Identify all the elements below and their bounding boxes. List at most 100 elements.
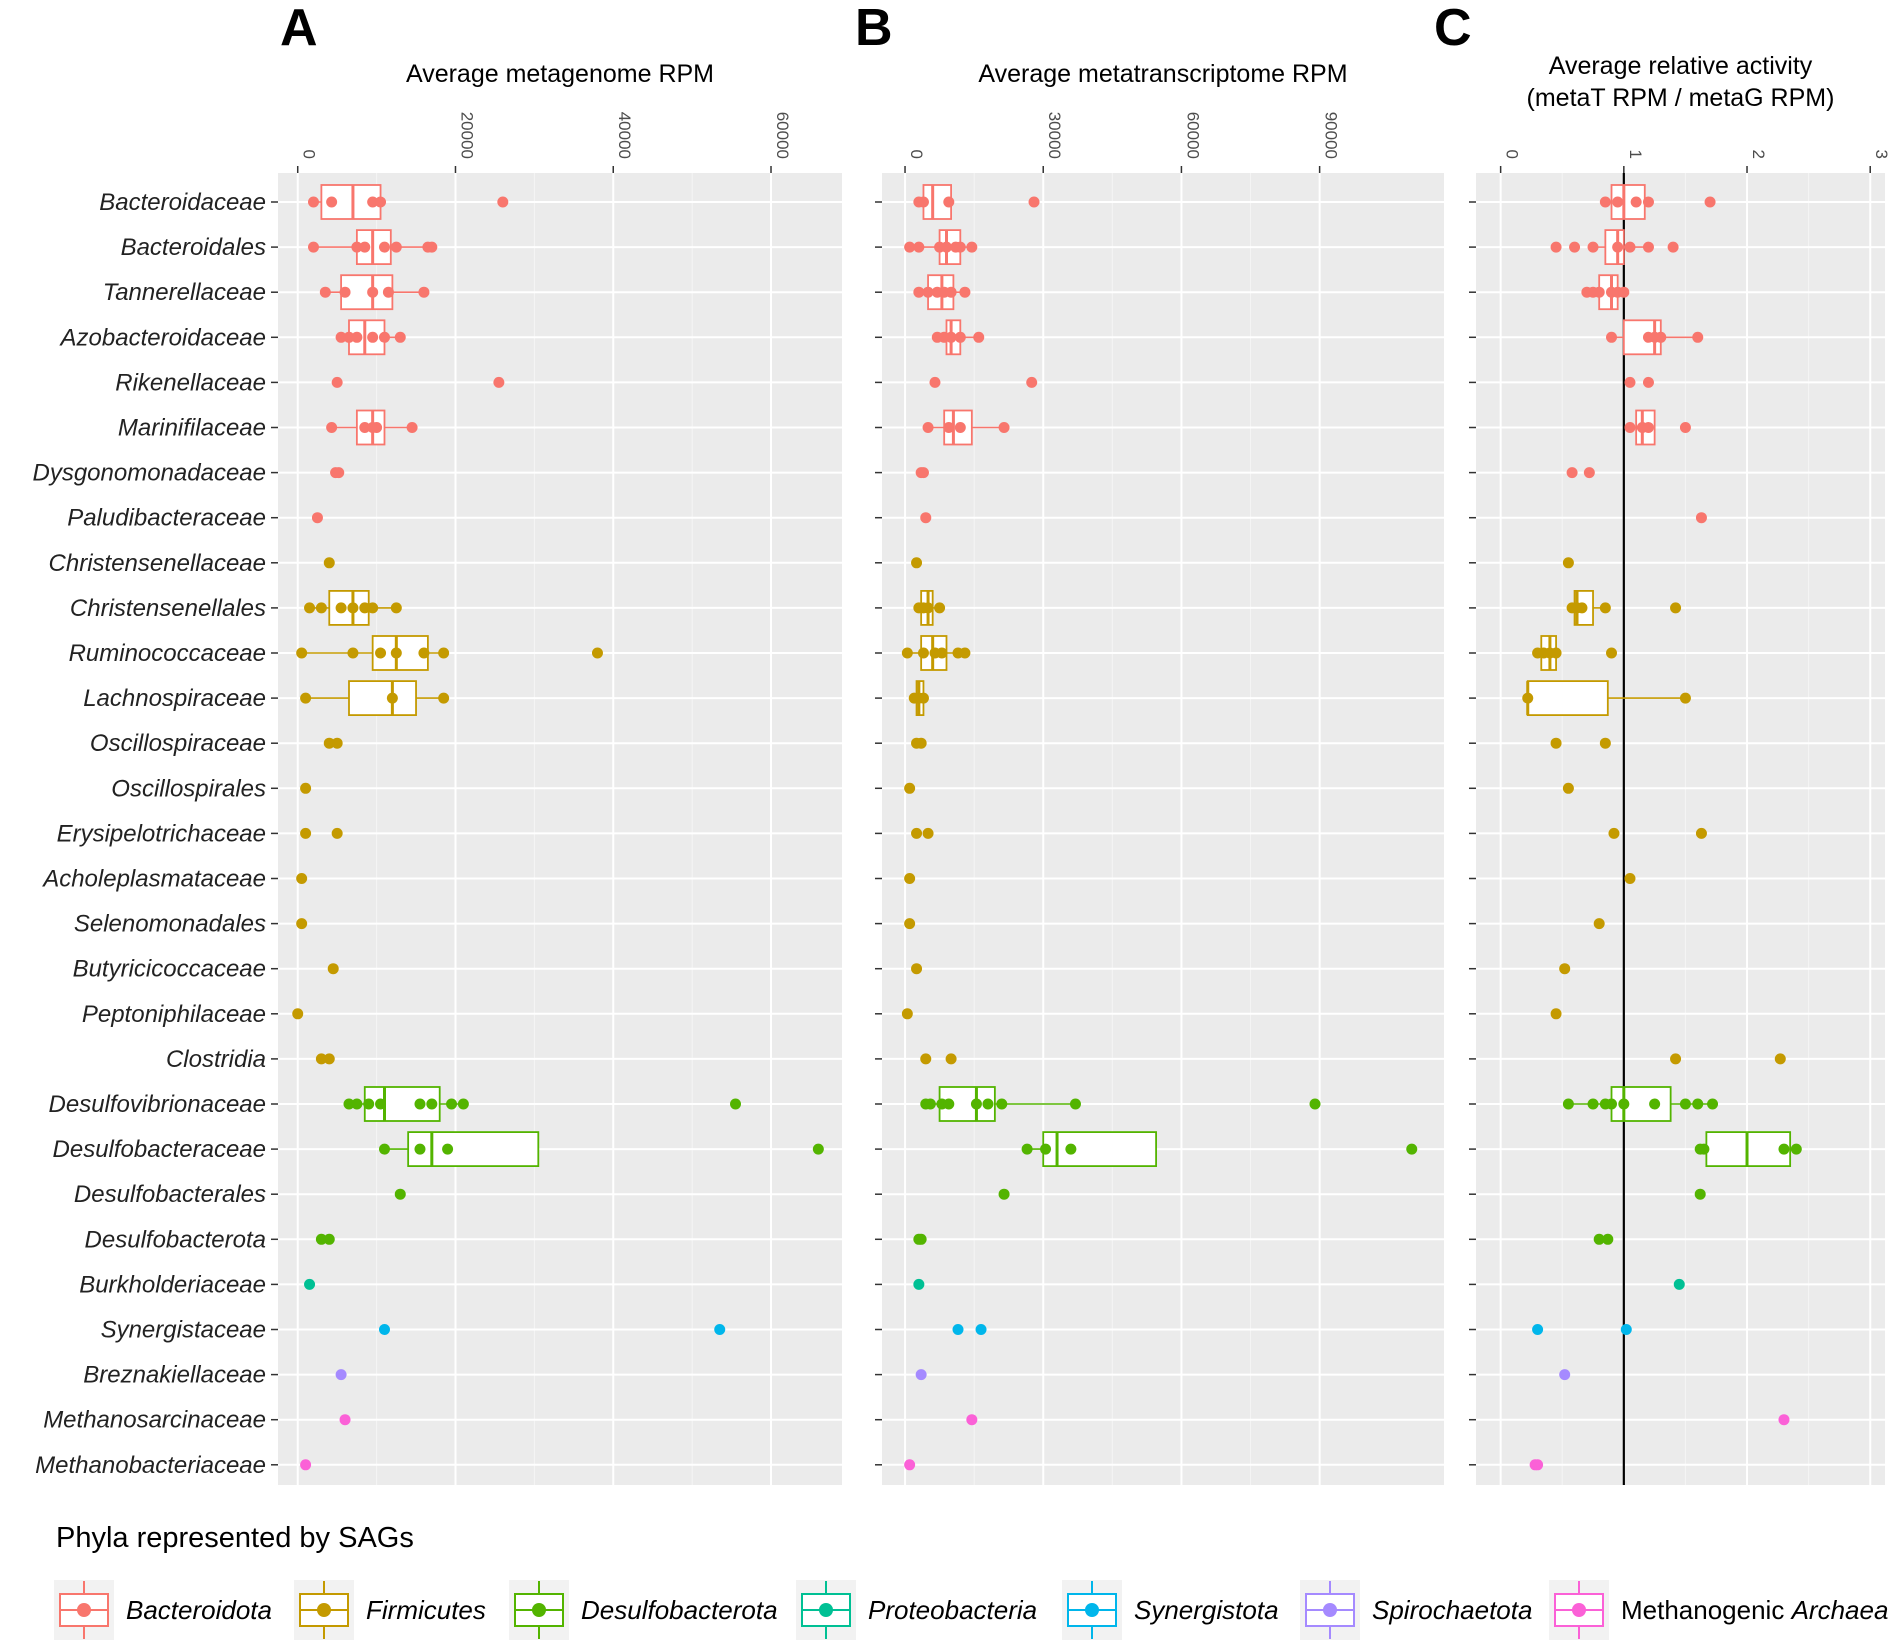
data-point: [394, 331, 406, 343]
data-point: [943, 196, 955, 208]
x-tick-label: 3: [1872, 150, 1891, 159]
data-point: [339, 286, 351, 298]
category-label: Rikenellaceae: [115, 369, 266, 396]
data-point: [922, 422, 934, 433]
data-point: [335, 331, 347, 343]
data-point: [351, 241, 363, 253]
data-point: [970, 1098, 982, 1110]
data-point: [714, 1324, 726, 1335]
category-label: Selenomonadales: [74, 911, 266, 938]
data-point: [917, 692, 929, 704]
x-tick-label: 0: [1503, 150, 1522, 159]
data-point: [375, 196, 387, 208]
legend-key-point: [1572, 1603, 1586, 1617]
category-label: Tannerellaceae: [103, 279, 266, 306]
legend-key-point: [1085, 1603, 1099, 1617]
legend-label: Methanogenic Archaea: [1621, 1595, 1888, 1625]
category-label: Christensenellaceae: [49, 550, 266, 577]
data-point: [1624, 376, 1636, 388]
axis-title: Average metagenome RPM: [406, 60, 714, 88]
x-tick-label: 30000: [1045, 112, 1064, 159]
data-point: [331, 376, 343, 388]
x-tick-label: 0: [907, 150, 926, 159]
x-tick-label: 0: [300, 150, 319, 159]
data-point: [1550, 647, 1562, 659]
data-point: [323, 1053, 335, 1065]
category-label: Methanobacteriaceae: [35, 1452, 266, 1479]
box: [407, 1131, 540, 1167]
data-point: [493, 376, 505, 388]
box: [1526, 680, 1609, 716]
category-label: Dysgonomonadaceae: [33, 460, 267, 487]
data-point: [296, 918, 308, 930]
data-point: [333, 467, 345, 479]
category-label: Lachnospiraceae: [83, 685, 266, 712]
data-point: [1670, 1053, 1682, 1065]
data-point: [304, 1278, 316, 1290]
data-point: [922, 286, 934, 298]
data-point: [1069, 1098, 1081, 1110]
data-point: [326, 422, 338, 433]
data-point: [1587, 241, 1599, 253]
legend-label: Spirochaetota: [1372, 1595, 1532, 1625]
data-point: [347, 647, 359, 659]
legend-label: Proteobacteria: [868, 1595, 1037, 1625]
data-point: [300, 782, 312, 794]
data-point: [901, 1008, 913, 1020]
data-point: [945, 331, 957, 343]
axis-title: Average relative activity: [1549, 52, 1813, 80]
data-point: [929, 376, 941, 388]
data-point: [1532, 1324, 1544, 1335]
data-point: [375, 647, 387, 659]
data-point: [954, 331, 966, 343]
data-point: [1550, 1008, 1562, 1020]
data-point: [335, 602, 347, 614]
data-point: [418, 286, 430, 298]
data-point: [998, 1188, 1010, 1200]
legend: Phyla represented by SAGs Bacteroidota Fi…: [54, 1522, 1888, 1640]
data-point: [922, 602, 934, 614]
category-label: Burkholderiaceae: [79, 1271, 266, 1298]
data-point: [973, 331, 985, 343]
data-point: [323, 1233, 335, 1245]
data-point: [1599, 196, 1611, 208]
data-point: [966, 241, 978, 253]
data-point: [390, 602, 402, 614]
data-point: [812, 1143, 824, 1155]
data-point: [331, 737, 343, 749]
data-point: [1559, 963, 1571, 975]
data-point: [936, 647, 948, 659]
data-point: [1562, 557, 1574, 569]
data-point: [1692, 1098, 1704, 1110]
data-point: [375, 1098, 387, 1110]
data-point: [378, 1143, 390, 1155]
data-point: [351, 331, 363, 343]
legend-item: Spirochaetota: [1300, 1580, 1532, 1640]
plot-background: [882, 173, 1444, 1485]
plot-background: [278, 173, 842, 1485]
data-point: [323, 737, 335, 749]
data-point: [1624, 422, 1636, 433]
x-tick-label: 1: [1626, 150, 1645, 159]
data-point: [1618, 1098, 1630, 1110]
data-point: [982, 1098, 994, 1110]
data-point: [296, 647, 308, 659]
data-point: [1587, 1098, 1599, 1110]
legend-key-point: [819, 1603, 833, 1617]
data-point: [351, 1098, 363, 1110]
category-label: Oscillospiraceae: [90, 730, 266, 757]
data-point: [1704, 196, 1716, 208]
data-point: [904, 873, 916, 884]
x-tick-label: 20000: [457, 112, 476, 159]
data-point: [954, 241, 966, 253]
legend-item: Methanogenic Archaea: [1549, 1580, 1888, 1640]
data-point: [438, 692, 450, 704]
data-point: [1624, 873, 1636, 884]
data-point: [319, 286, 331, 298]
data-point: [327, 963, 339, 975]
x-tick-label: 90000: [1322, 112, 1341, 159]
data-point: [1707, 1098, 1719, 1110]
category-label: Azobacteroidaceae: [59, 324, 266, 351]
box: [348, 680, 417, 716]
category-label: Desulfobacterota: [85, 1226, 266, 1253]
